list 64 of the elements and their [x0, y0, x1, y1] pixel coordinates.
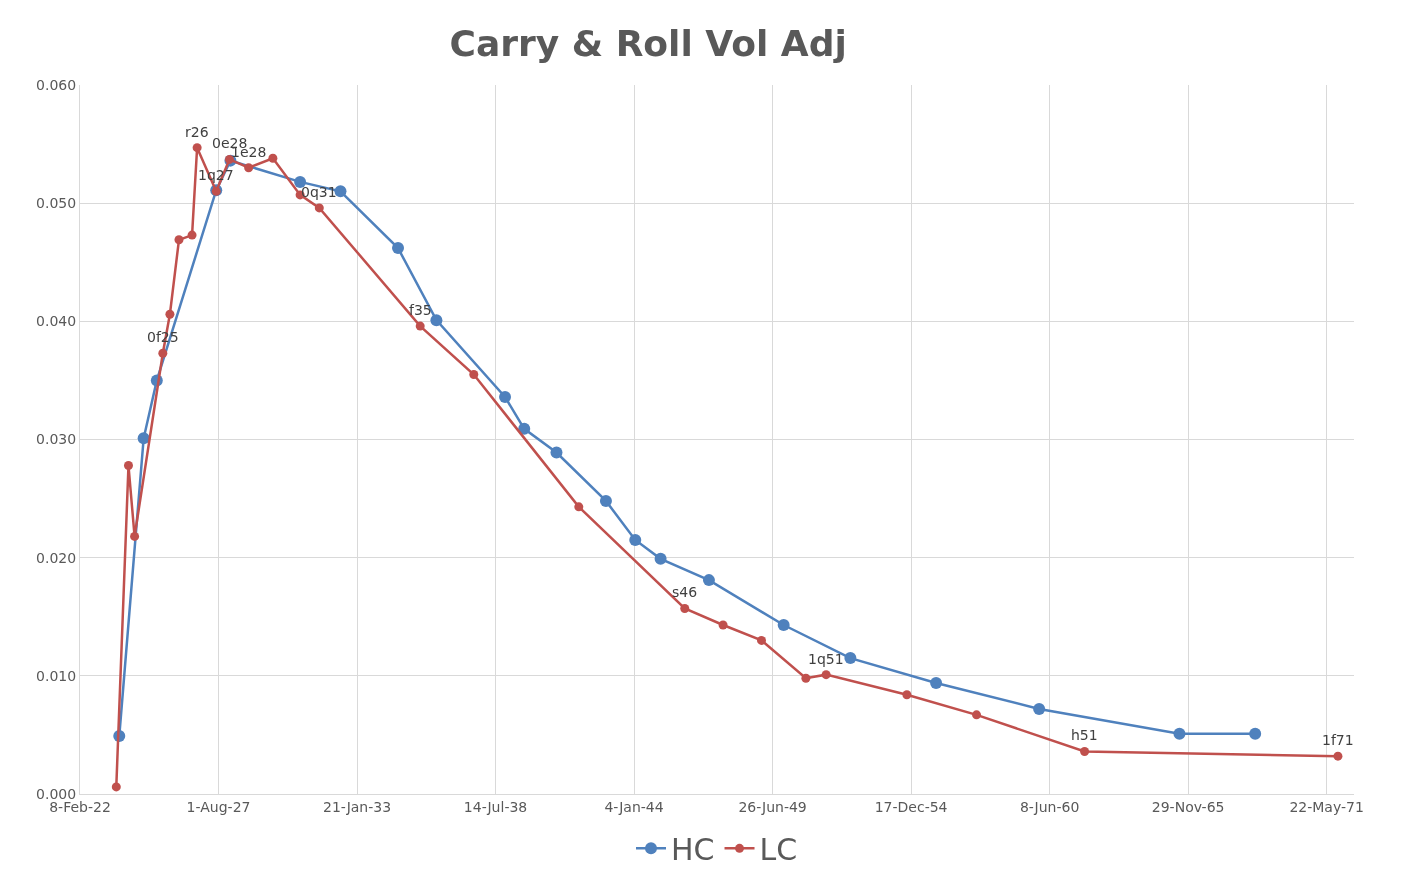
chart-title: Carry & Roll Vol Adj: [449, 23, 847, 65]
point: [268, 153, 278, 163]
point: [930, 676, 943, 689]
point: [1080, 746, 1090, 756]
point: [599, 494, 612, 507]
point: [1033, 702, 1046, 715]
point: [165, 309, 175, 319]
x-tick-label: 17-Dec-54: [874, 798, 948, 815]
annotation: f35: [409, 302, 432, 318]
point: [757, 635, 766, 645]
point: [654, 552, 667, 565]
point: [244, 163, 254, 173]
annotation: 1q51: [808, 651, 844, 667]
y-tick-label: 0.060: [36, 76, 77, 93]
point: [718, 620, 728, 630]
point: [123, 461, 133, 470]
annotation: h51: [1071, 727, 1098, 743]
x-tick-label: 26-Jun-49: [738, 798, 807, 815]
point: [518, 422, 531, 435]
y-tick-label: 0.010: [36, 667, 77, 684]
x-tick-label: 8-Jun-60: [1019, 798, 1080, 815]
point: [187, 230, 197, 240]
point: [702, 574, 715, 587]
point: [499, 390, 512, 403]
point: [844, 652, 857, 665]
x-tick-label: 29-Nov-65: [1151, 798, 1225, 815]
point: [192, 143, 202, 153]
point: [574, 502, 584, 512]
point: [902, 690, 912, 700]
y-tick-label: 0.040: [36, 313, 77, 330]
point: [777, 619, 790, 632]
x-tick-label: 14-Jul-38: [463, 798, 528, 815]
point: [550, 446, 563, 459]
point: [1249, 727, 1262, 740]
annotation: 1f71: [1322, 732, 1354, 748]
point: [430, 314, 443, 327]
legend-label: HC: [671, 832, 715, 868]
legend-label: LC: [759, 832, 798, 868]
annotation: s46: [672, 584, 698, 600]
point: [821, 670, 831, 680]
point: [314, 203, 324, 213]
point: [392, 242, 405, 255]
x-tick-label: 22-May-71: [1289, 798, 1364, 815]
point: [294, 175, 307, 188]
point: [111, 782, 121, 792]
point: [137, 432, 150, 445]
y-tick-label: 0.020: [36, 549, 77, 566]
point: [801, 673, 811, 683]
annotation: r26: [185, 124, 209, 140]
x-tick-label: 4-Jan-44: [604, 798, 664, 815]
point: [972, 710, 982, 720]
point: [174, 235, 184, 245]
point: [158, 348, 168, 358]
point: [469, 370, 479, 380]
y-tick-label: 0.050: [36, 195, 77, 212]
x-tick-label: 1-Aug-27: [186, 798, 251, 815]
y-tick-label: 0.030: [36, 431, 77, 448]
point: [1333, 751, 1343, 761]
point: [130, 531, 140, 541]
point: [680, 603, 690, 613]
point: [629, 533, 642, 546]
x-tick-label: 21-Jan-33: [322, 798, 392, 815]
point: [1173, 727, 1186, 740]
point: [415, 321, 425, 331]
